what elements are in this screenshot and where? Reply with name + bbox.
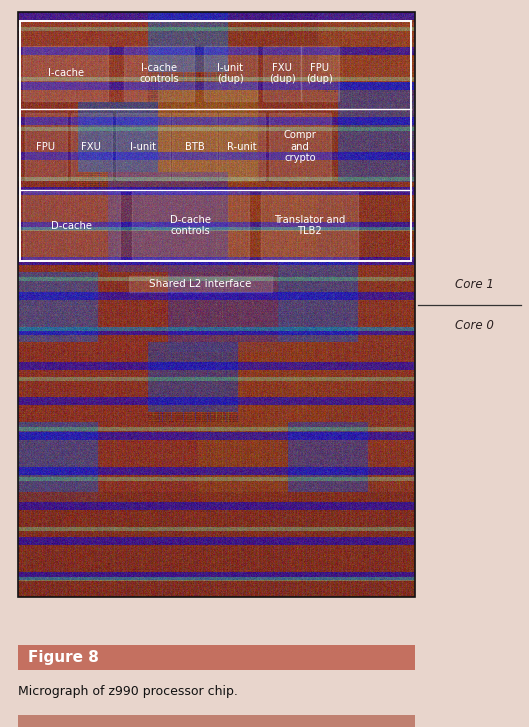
Bar: [70, 113, 112, 180]
Bar: [124, 46, 194, 101]
Bar: [220, 113, 265, 180]
Text: Micrograph of z990 processor chip.: Micrograph of z990 processor chip.: [18, 685, 238, 698]
Text: R-unit: R-unit: [227, 142, 257, 151]
Text: Core 1: Core 1: [455, 278, 494, 291]
Text: Compr
and
crypto: Compr and crypto: [284, 130, 316, 163]
Text: FXU: FXU: [81, 142, 102, 151]
Text: FPU: FPU: [36, 142, 56, 151]
Text: D-cache: D-cache: [51, 220, 92, 230]
Bar: [25, 113, 67, 180]
Bar: [116, 113, 170, 180]
Text: FPU
(dup): FPU (dup): [306, 63, 333, 84]
Text: Shared L2 interface: Shared L2 interface: [149, 279, 252, 289]
Bar: [132, 192, 249, 259]
Bar: [269, 113, 331, 180]
Bar: [129, 276, 272, 292]
Text: I-unit
(dup): I-unit (dup): [217, 63, 244, 84]
Bar: [23, 46, 108, 101]
Bar: [18, 715, 415, 727]
Text: I-cache: I-cache: [48, 68, 84, 79]
Bar: [301, 46, 339, 101]
Bar: [18, 645, 415, 670]
Bar: [261, 192, 359, 259]
Bar: [263, 46, 301, 101]
Bar: [204, 46, 257, 101]
Text: Translator and
TLB2: Translator and TLB2: [274, 214, 345, 236]
Bar: [23, 192, 120, 259]
Text: BTB: BTB: [185, 142, 205, 151]
Text: I-unit: I-unit: [130, 142, 156, 151]
Text: Core 0: Core 0: [455, 319, 494, 332]
Text: Figure 8: Figure 8: [28, 650, 99, 665]
Bar: [172, 113, 217, 180]
Text: D-cache
controls: D-cache controls: [170, 214, 211, 236]
Bar: [20, 21, 411, 260]
Text: FXU
(dup): FXU (dup): [269, 63, 295, 84]
Text: I-cache
controls: I-cache controls: [139, 63, 179, 84]
